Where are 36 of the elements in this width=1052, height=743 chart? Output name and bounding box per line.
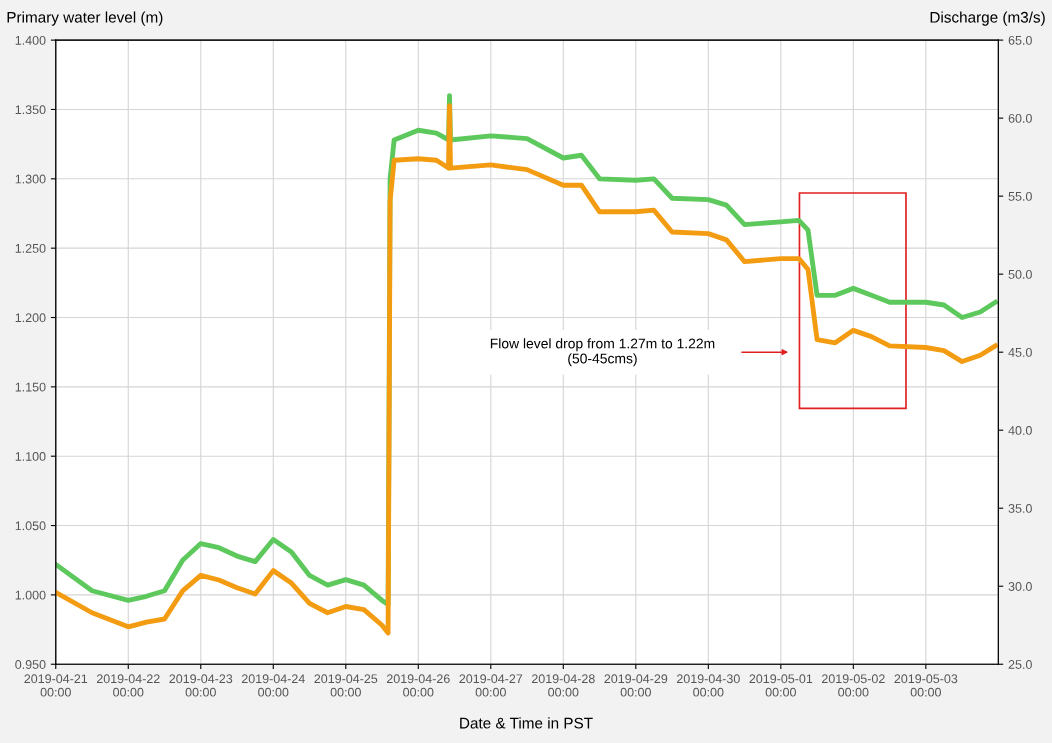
y-tick-label: 0.950	[15, 660, 46, 669]
x-axis-title: Date & Time in PST	[460, 717, 593, 729]
x-tick-label: 2019-04-25 00:00	[314, 674, 378, 697]
y-tick-label: 1.350	[15, 105, 46, 115]
y-tick-label: 1.200	[15, 313, 46, 323]
x-tick-label: 2019-05-03 00:00	[894, 674, 958, 697]
x-tick-label: 2019-04-23 00:00	[169, 674, 233, 697]
y-tick-label: 1.000	[15, 590, 46, 600]
y2-tick-label: 45.0	[1008, 347, 1032, 357]
y-tick-label: 1.250	[15, 243, 46, 253]
y2-tick-label: 30.0	[1008, 582, 1032, 591]
y2-tick-label: 40.0	[1008, 426, 1032, 435]
y2-axis-title: Discharge (m3/s)	[930, 11, 1045, 26]
y2-tick-label: 55.0	[1008, 191, 1032, 201]
y2-tick-label: 35.0	[1008, 504, 1032, 513]
x-tick-label: 2019-04-21 00:00	[24, 674, 88, 697]
x-tick-label: 2019-05-01 00:00	[749, 674, 813, 697]
x-tick-label: 2019-05-02 00:00	[822, 674, 885, 697]
y2-tick-label: 60.0	[1008, 113, 1032, 123]
x-tick-label: 2019-04-27 00:00	[459, 674, 523, 697]
y-tick-label: 1.150	[15, 382, 46, 392]
y2-tick-label: 65.0	[1008, 35, 1032, 45]
y-tick-label: 1.100	[15, 452, 46, 461]
x-tick-label: 2019-04-30 00:00	[676, 674, 740, 697]
x-tick-label: 2019-04-26 00:00	[386, 674, 450, 697]
x-tick-label: 2019-04-22 00:00	[96, 674, 160, 697]
x-tick-label: 2019-04-29 00:00	[604, 674, 668, 697]
y-tick-label: 1.050	[15, 521, 46, 531]
annotation: Flow level drop from 1.27m to 1.22m (50-45cms)	[490, 338, 715, 367]
y-axis-title: Primary water level (m)	[7, 11, 163, 26]
y-tick-label: 1.400	[15, 35, 46, 45]
y2-tick-label: 25.0	[1008, 660, 1032, 669]
y2-tick-label: 50.0	[1008, 269, 1032, 279]
x-tick-label: 2019-04-24 00:00	[241, 674, 305, 697]
x-tick-label: 2019-04-28 00:00	[531, 674, 595, 697]
y-tick-label: 1.300	[15, 174, 46, 184]
